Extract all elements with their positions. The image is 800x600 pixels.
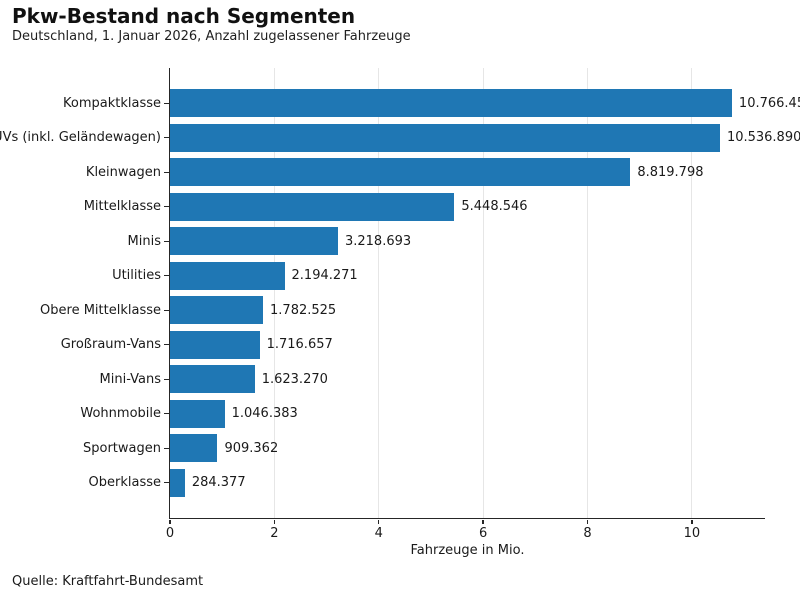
y-tick-mark	[163, 275, 169, 277]
gridline	[691, 68, 693, 518]
category-label: Minis	[127, 233, 161, 249]
category-label: Mittelklasse	[83, 199, 161, 215]
category-label: SUVs (inkl. Geländewagen)	[0, 130, 161, 146]
value-label: 10.766.456	[738, 95, 800, 111]
value-label: 5.448.546	[461, 199, 528, 215]
value-label: 8.819.798	[637, 164, 704, 180]
bar	[170, 158, 631, 186]
plot-area: Fahrzeuge in Mio. Kompaktklasse 10.766.45…	[0, 68, 800, 558]
bar-row: SUVs (inkl. Geländewagen) 10.536.890	[0, 121, 800, 156]
bar-row: Großraum-Vans 1.716.657	[61, 328, 765, 363]
y-tick-mark	[163, 309, 169, 311]
bar	[170, 296, 264, 324]
x-tick-label: 2	[270, 526, 279, 541]
x-tick-mark	[586, 519, 589, 524]
bar-row: Mittelklasse 5.448.546	[84, 190, 765, 225]
y-tick-mark	[163, 378, 169, 380]
gridline	[587, 68, 589, 518]
category-label: Großraum-Vans	[60, 337, 161, 353]
category-label: Oberklasse	[88, 475, 161, 491]
bar-row: Oberklasse 284.377	[89, 466, 765, 501]
category-label: Utilities	[112, 268, 161, 284]
gridline	[378, 68, 380, 518]
bar-row: Wohnmobile 1.046.383	[80, 397, 765, 432]
source-note: Quelle: Kraftfahrt-Bundesamt	[12, 574, 204, 589]
value-label: 1.623.270	[261, 371, 328, 387]
bar-row: Sportwagen 909.362	[83, 431, 765, 466]
bar-row: Minis 3.218.693	[128, 224, 765, 259]
bar	[170, 261, 285, 290]
category-label: Mini-Vans	[99, 371, 161, 387]
bar	[170, 123, 720, 152]
bar	[170, 227, 338, 255]
x-tick-label: 4	[374, 526, 383, 541]
category-label: Sportwagen	[83, 440, 161, 456]
x-tick-mark	[169, 519, 171, 524]
chart-title: Pkw-Bestand nach Segmenten	[12, 4, 356, 28]
bar-row: Kompaktklasse 10.766.456	[63, 86, 800, 121]
gridline	[273, 68, 275, 518]
x-tick-mark	[273, 519, 276, 524]
bar	[170, 399, 225, 428]
value-label: 2.194.271	[291, 268, 358, 284]
y-tick-mark	[163, 137, 169, 139]
bar	[170, 365, 255, 393]
y-tick-mark	[163, 171, 169, 173]
x-tick-label: 0	[165, 526, 175, 541]
x-tick-mark	[482, 519, 484, 524]
x-tick-label: 8	[583, 526, 592, 541]
y-tick-mark	[163, 344, 169, 346]
x-tick-mark	[378, 519, 380, 524]
category-label: Wohnmobile	[80, 406, 161, 422]
y-tick-mark	[163, 482, 169, 484]
bar	[170, 330, 260, 359]
bar	[170, 434, 218, 462]
y-tick-mark	[163, 413, 169, 415]
value-label: 284.377	[191, 475, 246, 491]
x-tick-mark	[691, 519, 693, 524]
value-label: 909.362	[224, 440, 279, 456]
category-label: Obere Mittelklasse	[40, 302, 161, 318]
value-label: 10.536.890	[726, 130, 800, 146]
category-label: Kompaktklasse	[63, 95, 161, 111]
bar	[170, 89, 732, 117]
y-tick-mark	[163, 206, 169, 208]
x-tick-label: 10	[683, 526, 701, 541]
y-tick-mark	[163, 447, 169, 449]
value-label: 1.716.657	[266, 337, 333, 353]
chart-subtitle: Deutschland, 1. Januar 2026, Anzahl zuge…	[12, 29, 411, 44]
value-label: 3.218.693	[344, 233, 412, 249]
category-label: Kleinwagen	[85, 164, 161, 180]
value-label: 1.782.525	[270, 302, 337, 318]
value-label: 1.046.383	[231, 406, 298, 422]
bar-row: Mini-Vans 1.623.270	[100, 362, 765, 397]
y-tick-mark	[163, 240, 169, 242]
y-tick-mark	[163, 102, 169, 104]
x-axis-label: Fahrzeuge in Mio.	[410, 543, 525, 558]
bar-row: Obere Mittelklasse 1.782.525	[40, 293, 765, 328]
bar	[170, 192, 455, 221]
bar	[170, 468, 185, 497]
bar-row: Kleinwagen 8.819.798	[86, 155, 765, 190]
bar-row: Utilities 2.194.271	[112, 259, 765, 294]
x-tick-label: 6	[479, 526, 488, 541]
gridline	[482, 68, 484, 518]
